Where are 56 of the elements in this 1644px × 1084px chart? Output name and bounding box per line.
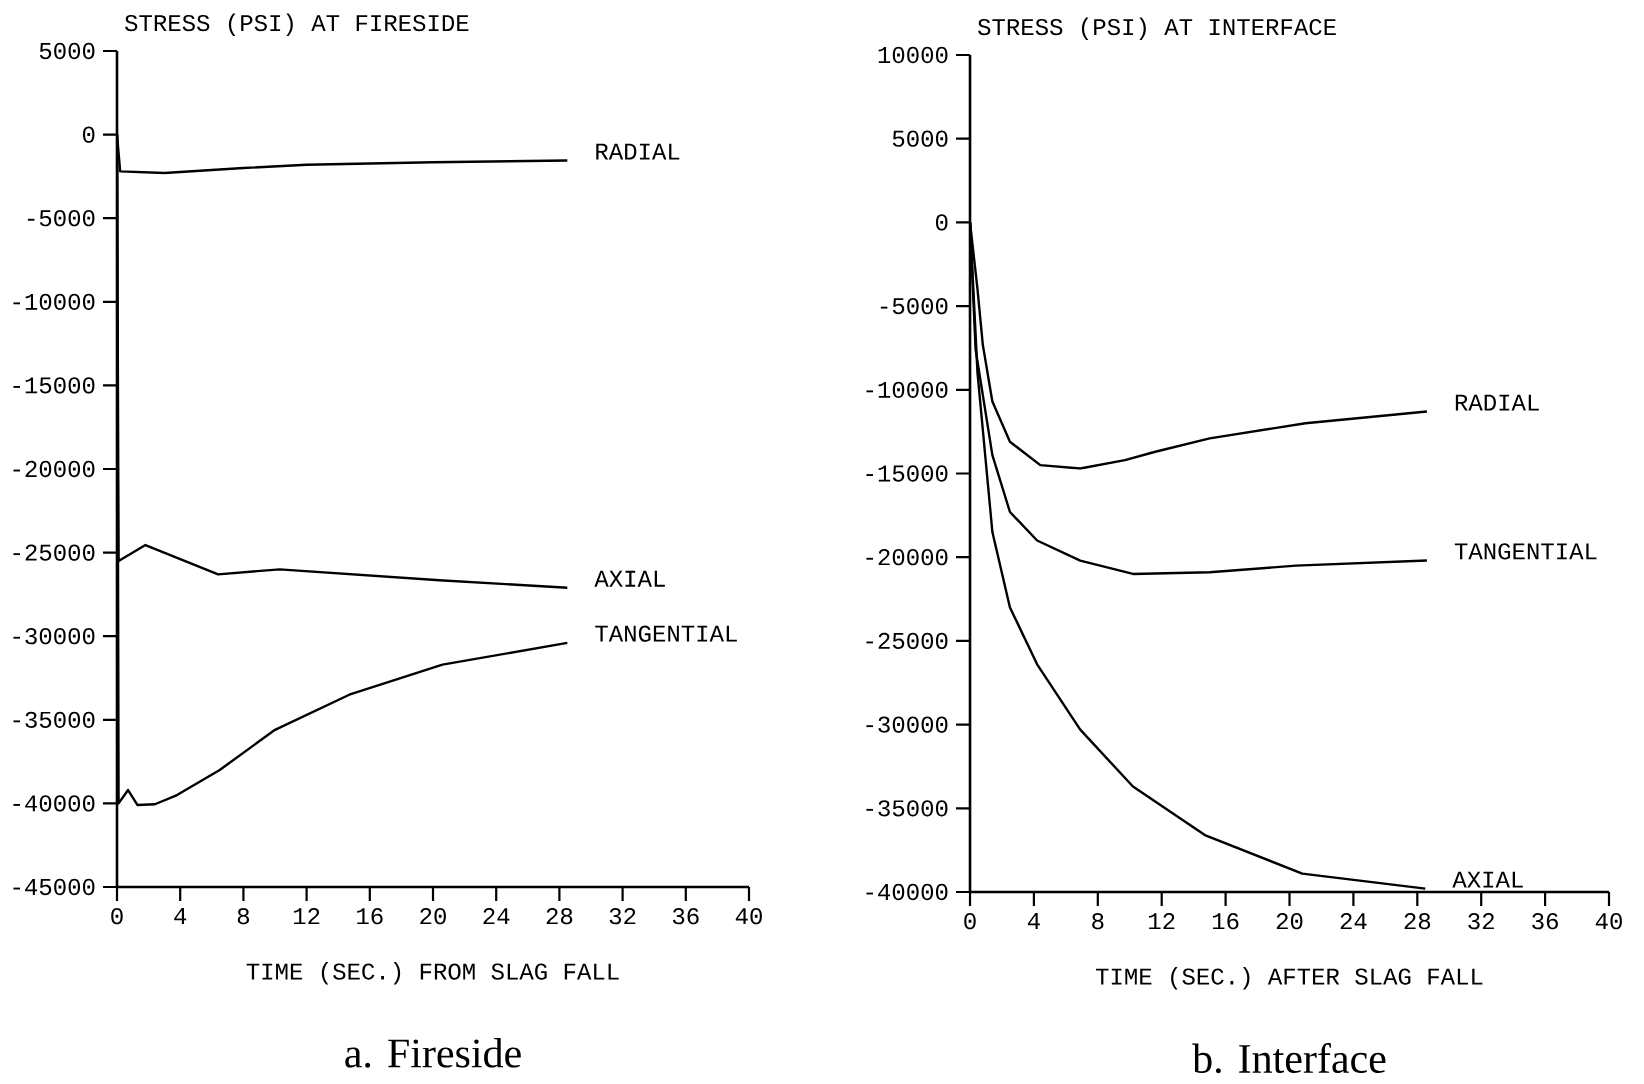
- x-tick-label: 4: [174, 908, 187, 924]
- y-tick-label: -25000: [866, 632, 948, 650]
- y-axis-title: STRESS (PSI) AT INTERFACE: [978, 17, 1336, 40]
- x-tick-label: 36: [672, 908, 699, 925]
- y-tick-label: -45000: [13, 878, 95, 896]
- x-tick-label: 40: [735, 908, 762, 925]
- series-label: AXIAL: [1452, 871, 1523, 888]
- x-tick-label: 24: [483, 908, 510, 925]
- y-tick-label: -25000: [13, 544, 95, 561]
- x-axis-title: TIME (SEC.) AFTER SLAG FALL: [1095, 967, 1483, 990]
- x-tick-label: 20: [420, 908, 446, 925]
- y-tick-label: -40000: [866, 883, 948, 901]
- x-tick-label: 0: [964, 913, 976, 930]
- y-tick-label: 0: [82, 126, 95, 143]
- x-tick-label: 32: [1468, 913, 1494, 930]
- y-tick-label: -20000: [866, 549, 948, 566]
- y-tick-label: -35000: [866, 800, 948, 817]
- y-tick-label: -40000: [13, 795, 95, 812]
- x-tick-label: 36: [1532, 913, 1558, 930]
- x-tick-label: 28: [546, 908, 573, 925]
- text: a. Fireside: [345, 1038, 521, 1068]
- x-tick-label: 4: [1027, 913, 1040, 929]
- x-tick-label: 40: [1595, 913, 1622, 930]
- series-label: RADIAL: [1455, 394, 1539, 411]
- y-tick-label: 5000: [39, 42, 95, 60]
- y-tick-label: -30000: [866, 716, 948, 733]
- series-label: TANGENTIAL: [595, 625, 737, 642]
- x-tick-label: 0: [111, 908, 123, 925]
- x-tick-label: 28: [1404, 913, 1431, 930]
- y-tick-label: -15000: [13, 377, 95, 394]
- x-tick-label: 8: [1092, 913, 1104, 930]
- series-label: RADIAL: [596, 143, 680, 160]
- x-tick-label: 20: [1276, 913, 1303, 930]
- y-tick-label: -10000: [13, 293, 95, 310]
- y-axis-title: STRESS (PSI) AT FIRESIDE: [125, 13, 469, 36]
- x-tick-label: 16: [357, 908, 383, 925]
- x-tick-label: 8: [237, 908, 250, 925]
- y-tick-label: -15000: [866, 465, 948, 482]
- y-tick-label: 5000: [892, 130, 948, 147]
- series-label: AXIAL: [594, 570, 665, 587]
- text: b. Interface: [1192, 1043, 1386, 1074]
- x-tick-label: 16: [1212, 913, 1239, 930]
- y-tick-label: -20000: [13, 460, 95, 478]
- x-axis-title: TIME (SEC.) FROM SLAG FALL: [246, 962, 619, 985]
- y-tick-label: 10000: [878, 46, 948, 64]
- y-tick-label: -30000: [13, 628, 95, 645]
- x-tick-label: 24: [1340, 913, 1367, 930]
- y-tick-label: -35000: [13, 711, 95, 728]
- x-tick-label: 32: [609, 908, 636, 925]
- series-label: TANGENTIAL: [1454, 543, 1597, 560]
- x-tick-label: 12: [1149, 913, 1175, 930]
- y-tick-label: -5000: [27, 210, 95, 227]
- x-tick-label: 12: [293, 908, 320, 925]
- y-tick-label: -10000: [866, 381, 948, 398]
- y-tick-label: 0: [935, 214, 948, 231]
- y-tick-label: -5000: [880, 297, 948, 315]
